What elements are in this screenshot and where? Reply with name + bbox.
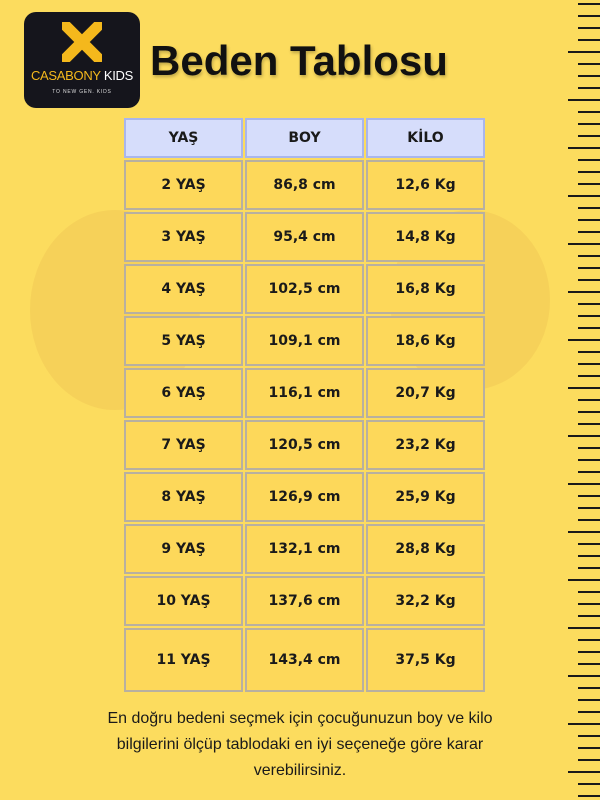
page-title: Beden Tablosu	[150, 37, 448, 84]
cell-height: 95,4 cm	[245, 212, 364, 262]
cell-height: 137,6 cm	[245, 576, 364, 626]
table-row: 4 YAŞ 102,5 cm 16,8 Kg	[124, 264, 485, 314]
cell-height: 109,1 cm	[245, 316, 364, 366]
cell-age: 11 YAŞ	[124, 628, 243, 692]
cell-age: 2 YAŞ	[124, 160, 243, 210]
table-row: 10 YAŞ 137,6 cm 32,2 Kg	[124, 576, 485, 626]
footer-line: verebilirsiniz.	[253, 762, 347, 779]
cell-weight: 18,6 Kg	[366, 316, 485, 366]
cell-height: 126,9 cm	[245, 472, 364, 522]
header-height: BOY	[245, 118, 364, 158]
table-row: 6 YAŞ 116,1 cm 20,7 Kg	[124, 368, 485, 418]
brand-name: CASABONY	[30, 68, 101, 83]
brand-tagline: TO NEW GEN. KIDS	[52, 89, 112, 95]
table-row: 8 YAŞ 126,9 cm 25,9 Kg	[124, 472, 485, 522]
x-logo-icon	[62, 22, 102, 62]
cell-age: 10 YAŞ	[124, 576, 243, 626]
cell-height: 143,4 cm	[245, 628, 364, 692]
table-row: 11 YAŞ 143,4 cm 37,5 Kg	[124, 628, 485, 692]
cell-weight: 37,5 Kg	[366, 628, 485, 692]
cell-height: 116,1 cm	[245, 368, 364, 418]
cell-age: 9 YAŞ	[124, 524, 243, 574]
footer-note: En doğru bedeni seçmek için çocuğunuzun …	[40, 706, 560, 784]
cell-height: 86,8 cm	[245, 160, 364, 210]
table-row: 9 YAŞ 132,1 cm 28,8 Kg	[124, 524, 485, 574]
footer-line: En doğru bedeni seçmek için çocuğunuzun …	[107, 710, 493, 727]
table-row: 2 YAŞ 86,8 cm 12,6 Kg	[124, 160, 485, 210]
header-age: YAŞ	[124, 118, 243, 158]
cell-age: 7 YAŞ	[124, 420, 243, 470]
cell-age: 3 YAŞ	[124, 212, 243, 262]
cell-height: 102,5 cm	[245, 264, 364, 314]
footer-line: bilgilerini ölçüp tablodaki en iyi seçen…	[116, 736, 484, 753]
cell-weight: 20,7 Kg	[366, 368, 485, 418]
cell-height: 132,1 cm	[245, 524, 364, 574]
cell-age: 6 YAŞ	[124, 368, 243, 418]
table-row: 3 YAŞ 95,4 cm 14,8 Kg	[124, 212, 485, 262]
size-table: YAŞ BOY KİLO 2 YAŞ 86,8 cm 12,6 Kg 3 YAŞ 95,…	[122, 116, 487, 694]
ruler-decoration	[568, 3, 600, 797]
brand-kids: KIDS	[103, 68, 134, 83]
cell-weight: 16,8 Kg	[366, 264, 485, 314]
cell-age: 4 YAŞ	[124, 264, 243, 314]
cell-age: 8 YAŞ	[124, 472, 243, 522]
table-row: 5 YAŞ 109,1 cm 18,6 Kg	[124, 316, 485, 366]
cell-weight: 14,8 Kg	[366, 212, 485, 262]
cell-weight: 32,2 Kg	[366, 576, 485, 626]
header-weight: KİLO	[366, 118, 485, 158]
cell-height: 120,5 cm	[245, 420, 364, 470]
table-row: 7 YAŞ 120,5 cm 23,2 Kg	[124, 420, 485, 470]
table-header-row: YAŞ BOY KİLO	[124, 118, 485, 158]
brand-logo: CASABONY KIDS TO NEW GEN. KIDS	[24, 12, 140, 108]
cell-weight: 12,6 Kg	[366, 160, 485, 210]
cell-weight: 23,2 Kg	[366, 420, 485, 470]
cell-age: 5 YAŞ	[124, 316, 243, 366]
cell-weight: 28,8 Kg	[366, 524, 485, 574]
cell-weight: 25,9 Kg	[366, 472, 485, 522]
